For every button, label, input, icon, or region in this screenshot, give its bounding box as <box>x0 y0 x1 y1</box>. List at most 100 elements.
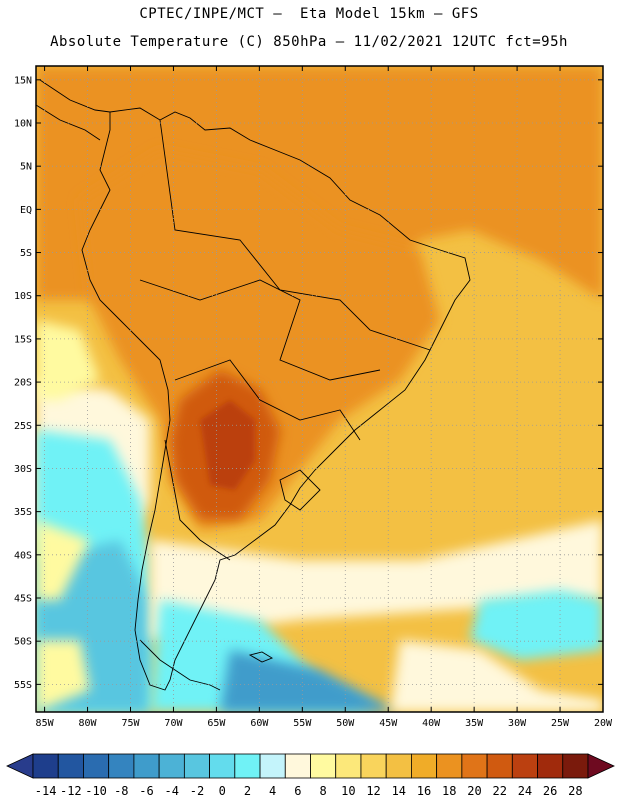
colorbar-label: 14 <box>392 784 406 798</box>
border-south <box>174 359 361 441</box>
colorbar-label: 12 <box>366 784 380 798</box>
lon-tick-label: 35W <box>465 718 484 729</box>
colorbar-swatch <box>537 753 564 779</box>
colorbar-swatch <box>562 753 589 779</box>
lat-tick-label: EQ <box>20 205 32 216</box>
central-america-coast <box>39 79 111 113</box>
lon-tick-label: 55W <box>293 718 312 729</box>
central-america-coast-2 <box>36 104 101 141</box>
colorbar-swatch <box>32 753 59 779</box>
border-chile-argentina <box>164 439 231 561</box>
field-atlantic-cold <box>470 590 603 660</box>
lat-tick-label: 5S <box>20 248 32 259</box>
colorbar-over-triangle <box>587 753 615 779</box>
colorbar-swatch <box>310 753 337 779</box>
lon-tick-label: 45W <box>379 718 398 729</box>
field-continent-hot <box>80 150 440 530</box>
lon-tick-label: 85W <box>36 718 55 729</box>
colorbar-label: 4 <box>269 784 276 798</box>
colorbar-label: -8 <box>114 784 128 798</box>
falklands <box>248 651 274 663</box>
colorbar-label: -4 <box>165 784 179 798</box>
colorbar-swatch <box>133 753 160 779</box>
colorbar-label: -2 <box>190 784 204 798</box>
colorbar-label: 24 <box>518 784 532 798</box>
field-far-south-mild <box>36 640 90 712</box>
colorbar-label: 22 <box>492 784 506 798</box>
lon-tick-label: 60W <box>250 718 269 729</box>
lat-tick-label: 35S <box>14 507 32 518</box>
colorbar-swatch <box>335 753 362 779</box>
field-atlantic-cool <box>150 520 603 640</box>
temperature-field <box>36 66 603 712</box>
lat-tick-label: 15S <box>14 334 32 345</box>
lat-tick-label: 10S <box>14 291 32 302</box>
lon-tick-label: 75W <box>121 718 140 729</box>
field-atlantic-cool-south <box>390 640 603 712</box>
lat-tick-label: 25S <box>14 421 32 432</box>
coastlines <box>36 79 471 691</box>
lat-axis: 15N 10N 5N EQ 5S 10S 15S 20S 25S 30S 35S 40S 45S 50S 5… <box>14 75 603 691</box>
lon-axis: 85W 80W 75W 70W 65W 60W 55W 50W 45W 40W 35W 30W 25W 2… <box>36 66 613 729</box>
colorbar-label: 20 <box>467 784 481 798</box>
colorbar-label: 10 <box>341 784 355 798</box>
field-chaco-core <box>200 400 255 490</box>
colorbar-label: 26 <box>543 784 557 798</box>
colorbar-label: 2 <box>244 784 251 798</box>
field-drake-coldest <box>220 650 400 712</box>
lon-tick-label: 20W <box>594 718 613 729</box>
chart-title: CPTEC/INPE/MCT – Eta Model 15km – GFS <box>139 6 479 22</box>
colorbar-swatch <box>234 753 261 779</box>
colorbar-swatch <box>259 753 286 779</box>
tierra-del-fuego <box>139 639 221 691</box>
south-america-coast <box>81 107 471 691</box>
colorbar-label: 28 <box>568 784 582 798</box>
chart-subtitle: Absolute Temperature (C) 850hPa – 11/02/… <box>50 34 568 50</box>
field-pacific-mild <box>36 320 100 400</box>
border-uruguay <box>279 469 321 511</box>
colorbar-swatch <box>57 753 84 779</box>
colorbar-label: 16 <box>417 784 431 798</box>
lon-tick-label: 50W <box>336 718 355 729</box>
field-chile-mild <box>36 520 90 600</box>
colorbar-swatch <box>209 753 236 779</box>
colorbar-swatch <box>436 753 463 779</box>
lat-tick-label: 10N <box>14 119 32 130</box>
colorbar-swatch <box>83 753 110 779</box>
lat-tick-label: 50S <box>14 637 32 648</box>
colorbar-swatch <box>486 753 513 779</box>
grid <box>36 66 603 712</box>
colorbar-swatch <box>284 753 311 779</box>
colorbar-swatch <box>108 753 135 779</box>
colorbar-label: -14 <box>35 784 57 798</box>
colorbar-swatch <box>385 753 412 779</box>
colorbar: -14 -12 -10 -8 -6 -4 -2 0 2 4 6 8 10 12 14 16 18 20 22 24 26… <box>6 753 615 798</box>
lat-tick-label: 15N <box>14 75 32 86</box>
colorbar-label: 8 <box>319 784 326 798</box>
lon-tick-label: 30W <box>508 718 527 729</box>
lon-tick-label: 65W <box>207 718 226 729</box>
colorbar-label: -12 <box>60 784 82 798</box>
colorbar-label: 18 <box>442 784 456 798</box>
plot-frame <box>35 65 604 713</box>
lat-tick-label: 30S <box>14 464 32 475</box>
colorbar-label: -6 <box>139 784 153 798</box>
lat-tick-label: 45S <box>14 594 32 605</box>
colorbar-swatch <box>158 753 185 779</box>
colorbar-swatch <box>411 753 438 779</box>
lon-tick-label: 70W <box>164 718 183 729</box>
lat-tick-label: 55S <box>14 680 32 691</box>
colorbar-label: 6 <box>294 784 301 798</box>
colorbar-swatch <box>360 753 387 779</box>
lat-tick-label: 40S <box>14 550 32 561</box>
lon-tick-label: 25W <box>551 718 570 729</box>
colorbar-label: 0 <box>219 784 226 798</box>
colorbar-under-triangle <box>6 753 34 779</box>
lon-tick-label: 40W <box>422 718 441 729</box>
lat-tick-label: 20S <box>14 378 32 389</box>
lon-tick-label: 80W <box>79 718 98 729</box>
colorbar-swatch <box>461 753 488 779</box>
colorbar-swatch <box>511 753 538 779</box>
border-central <box>139 279 381 381</box>
